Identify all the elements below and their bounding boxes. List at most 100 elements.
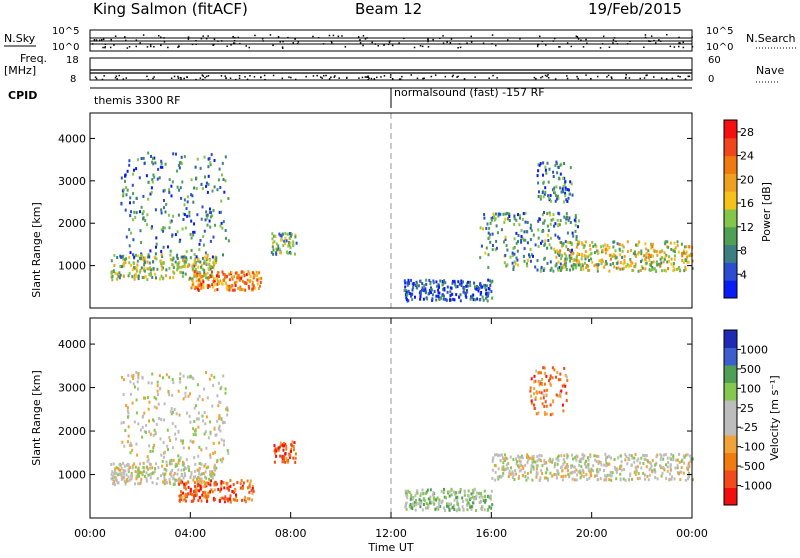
velocity-cell (282, 456, 285, 460)
power-cell (201, 267, 204, 271)
power-cell (581, 264, 584, 268)
power-cell (201, 278, 204, 282)
velocity-cell (507, 475, 510, 478)
velocity-cell (676, 458, 679, 462)
power-cell (652, 267, 655, 271)
freq-point (684, 78, 687, 80)
velocity-cell (244, 500, 247, 504)
velocity-cell (544, 400, 547, 404)
power-cell (248, 286, 251, 290)
power-cell (431, 297, 434, 301)
velocity-cell (203, 432, 206, 436)
freq-point (452, 74, 454, 77)
nsky-point (442, 35, 444, 37)
velocity-cell (423, 498, 426, 502)
power-cell (202, 280, 205, 284)
velocity-cell (189, 475, 192, 479)
power-cell (192, 263, 195, 267)
power-ytick-label: 3000 (58, 175, 86, 188)
velocity-cell (209, 453, 212, 457)
power-cell (502, 212, 505, 216)
velocity-cell (213, 375, 216, 379)
nsky-point (344, 46, 347, 48)
power-cell (210, 275, 213, 279)
nsky-point (682, 46, 685, 49)
power-cell (673, 250, 676, 254)
velocity-cell (561, 478, 564, 482)
power-cell (529, 226, 532, 230)
power-cell (203, 155, 206, 159)
nsky-point (644, 36, 647, 39)
power-cell (563, 252, 566, 256)
velocity-cell (135, 442, 138, 446)
velocity-cell (673, 477, 676, 481)
velocity-cell (608, 462, 611, 466)
power-cell (199, 280, 202, 284)
power-cell (184, 226, 187, 230)
velocity-cell (162, 455, 165, 459)
velocity-cell (120, 472, 123, 475)
power-cell (444, 281, 447, 285)
velocity-cell (189, 374, 192, 378)
power-cell (644, 258, 647, 262)
velocity-cell (195, 486, 198, 490)
power-cell (160, 264, 163, 268)
nsky-point (102, 46, 104, 49)
velocity-cell (515, 472, 518, 476)
power-cell (542, 221, 545, 225)
velocity-cell (155, 482, 158, 486)
power-cell (633, 250, 636, 254)
power-cell (569, 268, 571, 272)
velocity-cell (207, 436, 210, 440)
velocity-cell (573, 465, 576, 469)
freq-point (547, 77, 550, 79)
power-cell (418, 284, 420, 288)
velocity-cell (203, 464, 206, 468)
power-cell (538, 190, 540, 194)
freq-point (288, 76, 290, 78)
power-cell (513, 222, 516, 226)
velocity-cell (571, 477, 574, 481)
velocity-cell (571, 453, 573, 457)
power-cell (138, 176, 141, 180)
power-cell (537, 163, 540, 167)
velocity-cell (160, 418, 163, 421)
freq-point (444, 75, 447, 78)
nsky-point (142, 34, 145, 36)
power-cell (130, 263, 133, 267)
power-cell (644, 267, 647, 271)
power-cell (278, 232, 281, 236)
power-cell (626, 249, 629, 253)
velocity-cell (509, 455, 512, 459)
velocity-cell (208, 473, 211, 477)
power-cell (245, 282, 248, 286)
velocity-plot-border (89, 317, 693, 519)
velocity-cell (432, 491, 435, 495)
velocity-cell (573, 470, 576, 474)
velocity-cell (586, 478, 589, 481)
power-cell (511, 261, 514, 265)
power-cell (172, 263, 175, 267)
power-cell (412, 286, 415, 290)
power-cell (580, 268, 582, 271)
velocity-cell (615, 471, 618, 474)
freq-point (585, 74, 587, 76)
freq-point (646, 74, 648, 76)
power-cell (566, 200, 569, 203)
velocity-cell (232, 498, 235, 501)
power-cell (211, 270, 213, 274)
power-cell (525, 230, 528, 234)
velocity-cell (151, 471, 154, 475)
velocity-cell (192, 440, 195, 444)
date-title: 19/Feb/2015 (588, 0, 682, 18)
velocity-cell (251, 498, 253, 502)
power-cell (143, 261, 146, 265)
power-cell (530, 229, 533, 233)
power-cell (142, 216, 145, 220)
power-cell (656, 263, 659, 267)
freq-point (547, 74, 549, 76)
power-cell (640, 249, 643, 253)
power-cell (180, 196, 183, 200)
power-cell (662, 260, 665, 264)
power-cell (171, 233, 174, 237)
